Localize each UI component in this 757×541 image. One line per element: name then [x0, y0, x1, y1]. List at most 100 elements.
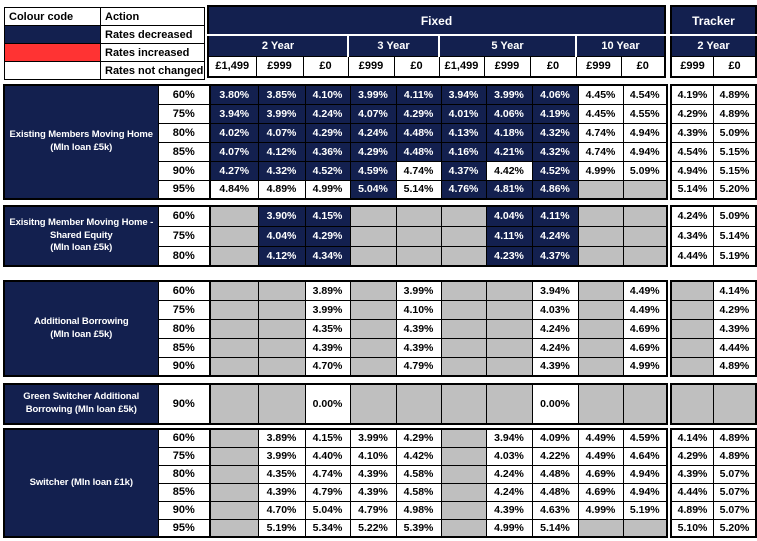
empty-rate-cell: [622, 383, 668, 425]
rate-cell: 4.94%: [670, 160, 714, 181]
fee-header: £0: [529, 55, 577, 78]
ltv-cell: 60%: [157, 428, 211, 448]
rate-cell: 4.29%: [349, 141, 397, 162]
rate-cell: 5.14%: [670, 179, 714, 200]
rate-cell: 5.14%: [395, 179, 442, 200]
rate-cell: 3.99%: [304, 299, 351, 320]
rate-cell: 3.94%: [485, 428, 533, 448]
rate-cell: 4.48%: [531, 482, 579, 502]
empty-rate-cell: [440, 464, 487, 484]
colour-code-legend: Colour code Action Rates decreased Rates…: [4, 7, 205, 80]
empty-rate-cell: [209, 299, 259, 320]
rate-cell: 4.07%: [257, 122, 306, 143]
fee-header: £0: [713, 55, 757, 78]
legend-swatch-rates-increased: [4, 43, 101, 62]
ltv-cell: 85%: [157, 482, 211, 502]
rate-cell: 4.13%: [440, 122, 487, 143]
rate-cell: 3.99%: [349, 84, 397, 105]
rate-cell: 4.63%: [531, 500, 579, 520]
ltv-cell: 80%: [157, 464, 211, 484]
rate-cell: 4.74%: [577, 122, 624, 143]
block-label-line: Exisitng Member Moving Home -: [9, 216, 154, 228]
rate-cell: 4.39%: [304, 337, 351, 358]
empty-rate-cell: [209, 464, 259, 484]
block-label: Exisitng Member Moving Home - Shared Equi…: [3, 205, 159, 267]
rate-cell: 4.39%: [349, 482, 397, 502]
empty-rate-cell: [440, 383, 487, 425]
rate-cell: 4.39%: [670, 122, 714, 143]
ltv-cell: 90%: [157, 383, 211, 425]
legend-label-rates-decreased: Rates decreased: [100, 25, 205, 44]
rate-cell: 4.39%: [531, 356, 579, 377]
ltv-cell: 60%: [157, 205, 211, 227]
rate-cell: 4.79%: [395, 356, 442, 377]
rate-cell: 4.86%: [531, 179, 579, 200]
rate-cell: 4.89%: [670, 500, 714, 520]
fee-header: £1,499: [207, 55, 257, 78]
empty-rate-cell: [670, 383, 714, 425]
rate-cell: 5.09%: [713, 205, 757, 227]
rate-cell: 4.07%: [209, 141, 259, 162]
empty-rate-cell: [577, 225, 624, 247]
rate-cell: 5.07%: [713, 464, 757, 484]
rate-cell: 4.99%: [622, 356, 668, 377]
empty-rate-cell: [577, 205, 624, 227]
fixed-rates-header: Fixed 2 Year 3 Year 5 Year 10 Year £1,499 £999…: [207, 5, 666, 78]
rate-cell: 3.89%: [257, 428, 306, 448]
rate-cell: 4.24%: [531, 225, 579, 247]
legend-swatch-rates-not-changed: [4, 61, 101, 80]
legend-swatch-rates-decreased: [4, 25, 101, 44]
rate-cell: 4.44%: [670, 482, 714, 502]
rate-cell: 4.49%: [577, 446, 624, 466]
block-label-line: Borrowing (Mln loan £5k): [25, 404, 137, 415]
empty-rate-cell: [349, 383, 397, 425]
rate-cell: 4.49%: [577, 428, 624, 448]
rate-cell: 4.99%: [577, 160, 624, 181]
rate-cell: 5.07%: [713, 482, 757, 502]
rate-cell: 5.15%: [713, 160, 757, 181]
rate-cell: 4.89%: [712, 356, 757, 377]
empty-rate-cell: [257, 299, 306, 320]
rate-cell: 4.04%: [257, 225, 306, 247]
rate-cell: 4.29%: [670, 446, 714, 466]
rate-cell: 4.52%: [304, 160, 351, 181]
rate-cell: 4.94%: [622, 482, 668, 502]
rate-cell: 5.07%: [713, 500, 757, 520]
rate-cell: 4.48%: [395, 141, 442, 162]
rate-cell: 4.35%: [257, 464, 306, 484]
empty-rate-cell: [209, 225, 259, 247]
rate-cell: 4.14%: [670, 428, 714, 448]
rate-cell: 4.19%: [531, 103, 579, 124]
rate-cell: 4.36%: [304, 141, 351, 162]
block-label-line: (Mln loan £5k): [50, 142, 113, 153]
ltv-cell: 75%: [157, 225, 211, 247]
rate-cell: 0.00%: [304, 383, 351, 425]
empty-rate-cell: [577, 245, 624, 267]
rate-cell: 4.29%: [670, 103, 714, 124]
rate-cell: 4.64%: [622, 446, 668, 466]
empty-rate-cell: [209, 205, 259, 227]
empty-rate-cell: [440, 245, 487, 267]
empty-rate-cell: [670, 280, 714, 301]
rate-cell: 5.19%: [622, 500, 668, 520]
empty-rate-cell: [670, 318, 714, 339]
rate-cell: 4.44%: [670, 245, 714, 267]
fixed-rates-block: Existing Members Moving Home (Mln loan £5…: [3, 84, 668, 200]
empty-rate-cell: [485, 383, 533, 425]
empty-rate-cell: [622, 225, 668, 247]
rate-cell: 4.48%: [531, 464, 579, 484]
rate-type-title: Fixed: [208, 6, 665, 36]
empty-rate-cell: [440, 205, 487, 227]
rate-cell: 4.74%: [577, 141, 624, 162]
rate-cell: 4.06%: [485, 103, 533, 124]
rate-cell: 4.42%: [395, 446, 442, 466]
rate-cell: 4.70%: [257, 500, 306, 520]
empty-rate-cell: [485, 299, 533, 320]
rate-cell: 4.12%: [257, 245, 306, 267]
tracker-rates-block: 4.14% 4.29% 4.39% 4.44% 4.89%: [670, 280, 757, 377]
empty-rate-cell: [577, 179, 624, 200]
rate-cell: 4.94%: [622, 141, 668, 162]
block-label: Switcher (Mln loan £1k): [3, 428, 159, 538]
rate-cell: 4.99%: [304, 179, 351, 200]
rate-type-title: Tracker: [671, 6, 756, 36]
